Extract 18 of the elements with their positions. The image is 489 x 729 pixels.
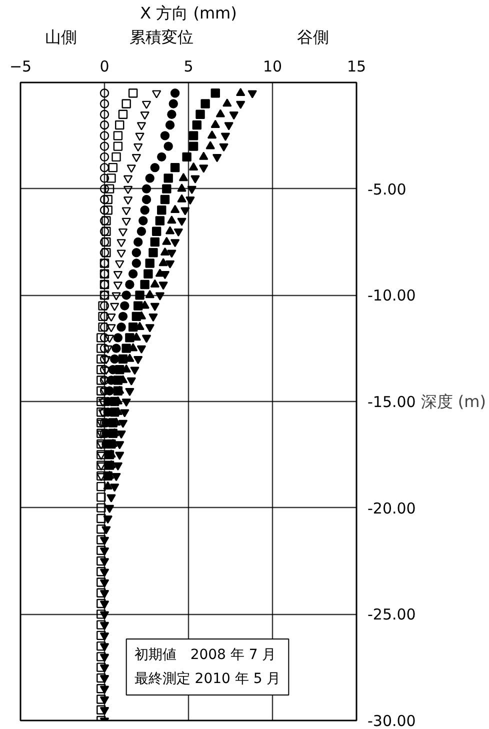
x-tick-label: 10 [262,58,282,76]
x-tick-label: 15 [346,58,366,76]
y-tick-label: -10.00 [368,286,416,305]
text: 谷側 [296,28,329,46]
y-tick-label: -25.00 [368,606,416,624]
x-tick-label: 0 [100,58,110,76]
y-tick-label: -30.00 [368,712,416,729]
y-tick-label: -15.00 [368,393,416,411]
y-axis-title: 深度 (m) [420,392,486,411]
x-tick-label: −5 [9,58,32,76]
y-tick-label: -5.00 [368,180,406,198]
x-tick-label: 5 [184,58,194,76]
x-axis-title: X 方向 (mm) [140,4,237,22]
text: 累積変位 [130,28,194,46]
text: 山側 [44,28,77,46]
annotation: 初期値 2008 年 7 月 [134,646,276,663]
annotation: 最終測定 2010 年 5 月 [134,670,281,687]
y-tick-label: -20.00 [368,499,416,518]
